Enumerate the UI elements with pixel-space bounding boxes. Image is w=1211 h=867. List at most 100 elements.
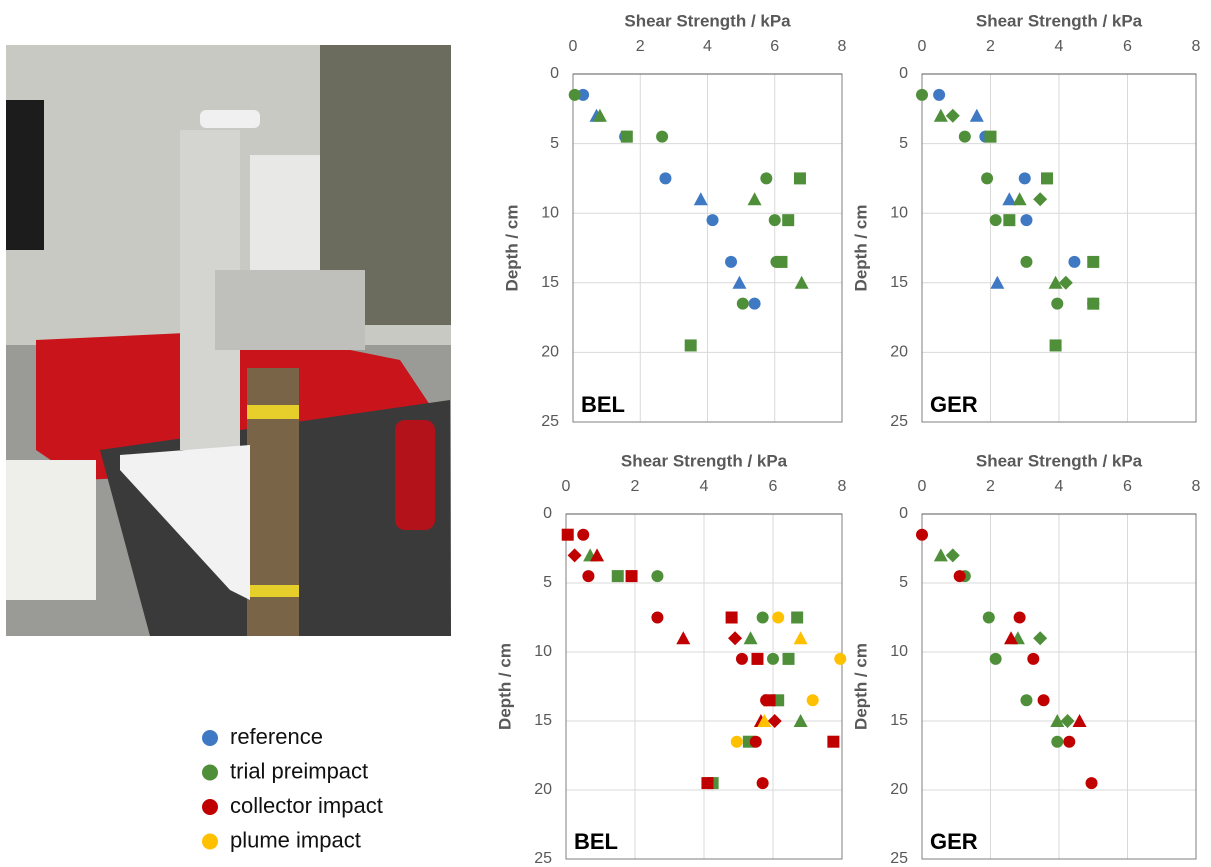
point <box>568 548 582 562</box>
point <box>750 736 762 748</box>
x-tick-label: 6 <box>1123 38 1132 55</box>
point <box>1068 256 1080 268</box>
point <box>1087 298 1099 310</box>
x-tick-label: 0 <box>569 38 578 55</box>
x-tick-label: 4 <box>1055 478 1064 495</box>
point <box>651 570 663 582</box>
point <box>834 653 846 665</box>
point <box>760 172 772 184</box>
point <box>757 777 769 789</box>
y-tick-label: 0 <box>550 65 559 82</box>
point <box>827 736 839 748</box>
point <box>1033 192 1047 206</box>
point <box>1038 694 1050 706</box>
point <box>794 172 806 184</box>
point <box>946 548 960 562</box>
point <box>782 214 794 226</box>
point <box>946 109 960 123</box>
chart-title: Shear Strength / kPa <box>621 451 788 470</box>
legend-swatch <box>202 799 218 815</box>
y-tick-label: 20 <box>541 344 559 361</box>
y-tick-label: 10 <box>534 643 552 660</box>
point <box>694 192 708 205</box>
panel-label: GER <box>930 829 978 854</box>
x-tick-label: 8 <box>1192 478 1201 495</box>
point <box>990 214 1002 226</box>
point <box>757 612 769 624</box>
point <box>794 631 808 644</box>
x-tick-label: 4 <box>700 478 709 495</box>
point <box>737 298 749 310</box>
point <box>791 612 803 624</box>
point <box>726 612 738 624</box>
point <box>769 214 781 226</box>
point <box>1020 256 1032 268</box>
x-tick-label: 0 <box>562 478 571 495</box>
y-tick-label: 0 <box>899 505 908 522</box>
point <box>959 131 971 143</box>
y-tick-label: 5 <box>550 135 559 152</box>
x-tick-label: 4 <box>703 38 712 55</box>
legend-swatch <box>202 834 218 850</box>
y-tick-label: 20 <box>890 344 908 361</box>
point <box>612 570 624 582</box>
x-tick-label: 6 <box>769 478 778 495</box>
x-tick-label: 0 <box>918 38 927 55</box>
x-tick-label: 2 <box>631 478 640 495</box>
point <box>916 529 928 541</box>
y-tick-label: 25 <box>541 413 559 430</box>
legend-label: reference <box>230 724 323 749</box>
point <box>1086 777 1098 789</box>
x-tick-label: 6 <box>770 38 779 55</box>
point <box>1050 339 1062 351</box>
x-tick-label: 2 <box>636 38 645 55</box>
y-tick-label: 15 <box>534 712 552 729</box>
point <box>1027 653 1039 665</box>
point <box>1020 214 1032 226</box>
legend-swatch <box>202 730 218 746</box>
point <box>751 653 763 665</box>
y-tick-label: 0 <box>543 505 552 522</box>
y-tick-label: 5 <box>899 574 908 591</box>
point <box>685 339 697 351</box>
legend-swatch <box>202 765 218 781</box>
x-tick-label: 2 <box>986 478 995 495</box>
point <box>807 694 819 706</box>
point <box>990 653 1002 665</box>
y-tick-label: 15 <box>890 274 908 291</box>
point <box>562 529 574 541</box>
point <box>1041 172 1053 184</box>
point <box>676 631 690 644</box>
x-tick-label: 4 <box>1055 38 1064 55</box>
chart-title: Shear Strength / kPa <box>624 11 791 30</box>
x-tick-label: 0 <box>918 478 927 495</box>
y-tick-label: 0 <box>899 65 908 82</box>
y-axis-label: Depth / cm <box>851 643 870 730</box>
y-axis-label: Depth / cm <box>851 205 870 292</box>
y-tick-label: 15 <box>541 274 559 291</box>
y-tick-label: 5 <box>899 135 908 152</box>
y-tick-label: 25 <box>890 850 908 867</box>
point <box>954 570 966 582</box>
point <box>749 298 761 310</box>
point <box>656 131 668 143</box>
point <box>626 570 638 582</box>
point <box>783 653 795 665</box>
panel-label: BEL <box>581 392 625 417</box>
point <box>934 548 948 561</box>
photo <box>6 45 451 636</box>
point <box>775 256 787 268</box>
point <box>701 777 713 789</box>
x-tick-label: 6 <box>1123 478 1132 495</box>
point <box>981 172 993 184</box>
point <box>933 89 945 101</box>
y-tick-label: 20 <box>534 781 552 798</box>
chart-title: Shear Strength / kPa <box>976 11 1143 30</box>
point <box>1063 736 1075 748</box>
legend-label: plume impact <box>230 827 361 852</box>
legend: referencetrial preimpactcollector impact… <box>202 724 383 853</box>
point <box>748 192 762 205</box>
x-tick-label: 8 <box>1192 38 1201 55</box>
point <box>577 529 589 541</box>
point <box>1019 172 1031 184</box>
